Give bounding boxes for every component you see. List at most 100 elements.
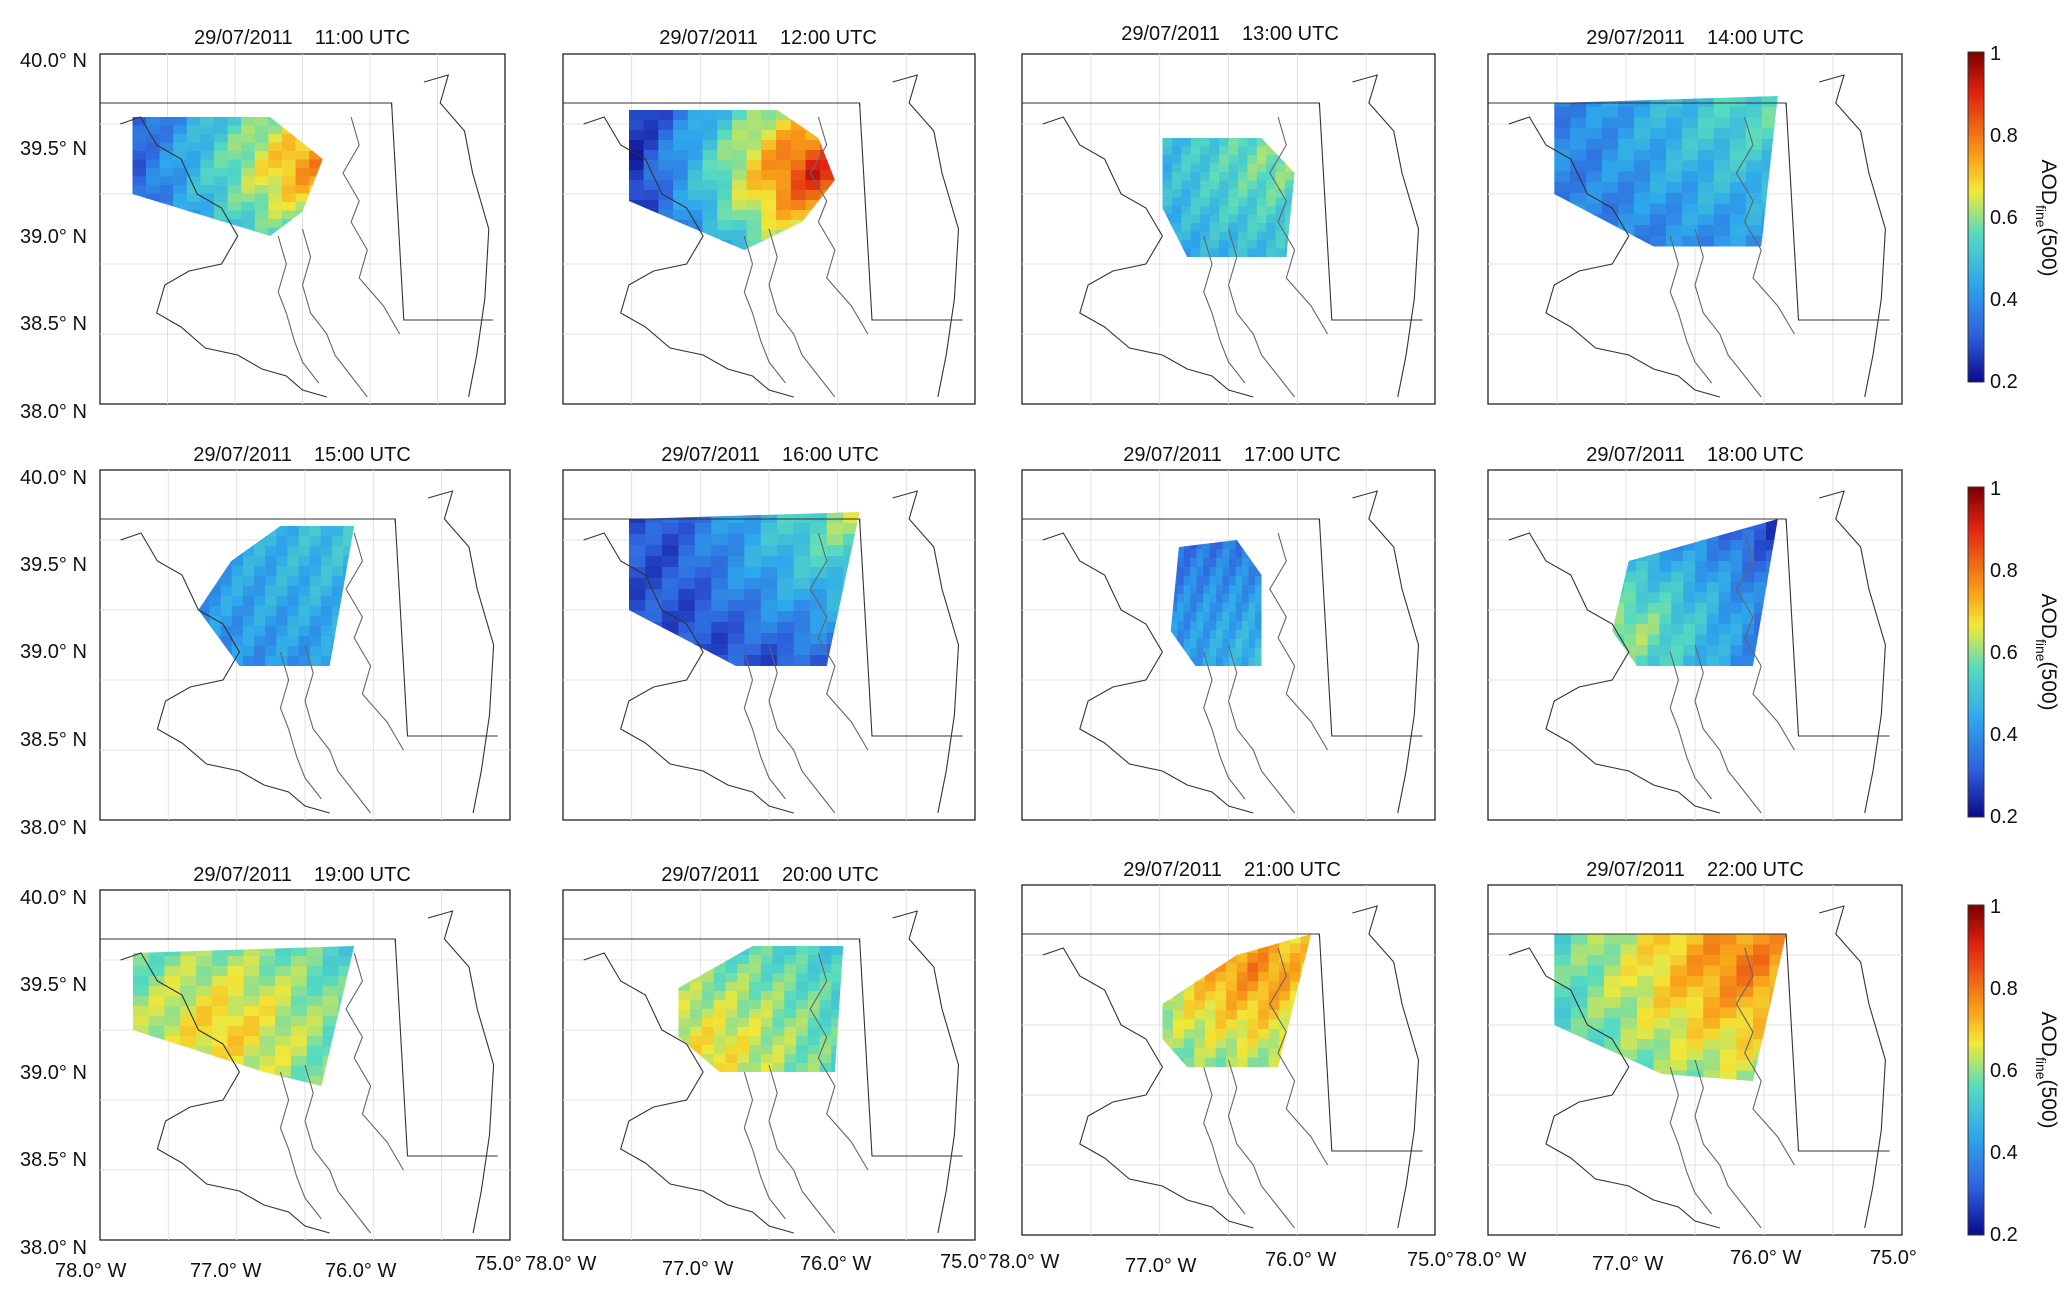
aod-cell bbox=[298, 556, 311, 567]
aod-cell bbox=[198, 546, 211, 557]
aod-cell bbox=[1730, 655, 1744, 666]
aod-cell bbox=[1222, 540, 1231, 550]
aod-cell bbox=[1173, 1019, 1185, 1030]
aod-cell bbox=[1706, 603, 1720, 615]
aod-cell bbox=[343, 536, 355, 547]
aod-cell bbox=[1742, 582, 1756, 594]
aod-cell bbox=[819, 1045, 833, 1055]
aod-cell bbox=[209, 606, 222, 617]
aod-cell bbox=[819, 1000, 833, 1010]
aod-cell bbox=[275, 1016, 292, 1027]
aod-cell bbox=[1279, 962, 1291, 973]
aod-cell bbox=[309, 636, 322, 647]
aod-cell bbox=[1612, 529, 1625, 541]
bay-shore-west bbox=[279, 1071, 322, 1220]
aod-cell bbox=[727, 578, 746, 590]
aod-cell bbox=[1204, 981, 1217, 992]
aod-cell bbox=[731, 180, 748, 191]
colorbar-row1: 1 0.8 0.6 0.4 0.2 AODfine(500) bbox=[1967, 43, 2060, 393]
aod-cell bbox=[148, 1026, 166, 1037]
aod-cell bbox=[254, 125, 270, 135]
aod-cell bbox=[282, 227, 297, 236]
aod-cell bbox=[805, 130, 822, 141]
aod-cell bbox=[1650, 160, 1668, 173]
aod-cell bbox=[1255, 603, 1262, 613]
aod-cell bbox=[843, 655, 860, 666]
aod-cell bbox=[1183, 648, 1192, 658]
aod-cell bbox=[1686, 1049, 1705, 1061]
aod-cell bbox=[1190, 180, 1202, 190]
aod-cell bbox=[1196, 639, 1205, 649]
aod-cell bbox=[132, 193, 147, 203]
aod-cell bbox=[1183, 558, 1192, 568]
aod-cell bbox=[132, 227, 147, 236]
aod-cell bbox=[211, 1026, 229, 1037]
aod-cell bbox=[1162, 981, 1174, 992]
aod-cell bbox=[148, 1076, 166, 1086]
aod-cell bbox=[220, 536, 233, 547]
lon-label-75: 75.0° bbox=[475, 1253, 522, 1275]
aod-cell bbox=[254, 626, 267, 637]
aod-cell bbox=[772, 1018, 786, 1028]
aod-cell bbox=[760, 545, 779, 557]
aod-cell bbox=[1634, 128, 1652, 141]
maps-layer bbox=[100, 54, 1902, 1240]
aod-cell bbox=[295, 168, 311, 178]
aod-cell bbox=[1181, 163, 1192, 173]
aod-cell bbox=[793, 578, 812, 590]
aod-cell bbox=[776, 180, 792, 191]
aod-cell bbox=[1754, 550, 1767, 562]
aod-cell bbox=[1268, 953, 1281, 964]
aod-cell bbox=[1729, 139, 1747, 151]
aod-cell bbox=[746, 130, 763, 141]
aod-cell bbox=[1570, 1070, 1589, 1081]
aod-cell bbox=[1219, 172, 1230, 182]
aod-cell bbox=[1289, 1029, 1302, 1040]
aod-cell bbox=[196, 986, 213, 997]
aod-cell bbox=[1222, 576, 1231, 586]
aod-cell bbox=[268, 219, 283, 229]
aod-cell bbox=[807, 1027, 821, 1037]
aod-cell bbox=[173, 210, 188, 220]
aod-cell bbox=[276, 616, 289, 627]
aod-cell bbox=[790, 110, 807, 121]
aod-cell bbox=[1203, 648, 1211, 658]
aod-cell bbox=[1624, 582, 1637, 594]
aod-cell bbox=[287, 626, 300, 637]
aod-cell bbox=[645, 622, 663, 634]
aod-cell bbox=[760, 567, 779, 579]
aod-cell bbox=[322, 966, 340, 977]
aod-cell bbox=[711, 534, 729, 546]
aod-cell bbox=[1570, 965, 1589, 977]
aod-cell bbox=[746, 120, 763, 131]
aod-cell bbox=[805, 120, 822, 131]
aod-cell bbox=[1285, 214, 1295, 224]
aod-cell bbox=[186, 185, 202, 195]
aod-cell bbox=[343, 656, 355, 666]
aod-cell bbox=[749, 1063, 762, 1072]
map-boundaries bbox=[563, 74, 963, 398]
aod-cell bbox=[673, 130, 689, 141]
aod-cell bbox=[731, 200, 748, 211]
aod-cell bbox=[132, 1056, 150, 1067]
aod-cell bbox=[1204, 1048, 1217, 1059]
aod-cell bbox=[1222, 612, 1231, 622]
aod-cell bbox=[259, 986, 277, 997]
aod-cell bbox=[1194, 1057, 1206, 1067]
aod-cell bbox=[717, 220, 733, 231]
state-border-de bbox=[1785, 518, 1890, 737]
aod-cell bbox=[790, 160, 807, 171]
aod-cell bbox=[1695, 571, 1708, 583]
lat-label-38-5: 38.5° N bbox=[20, 729, 87, 751]
aod-cell bbox=[687, 110, 704, 121]
aod-cell bbox=[132, 185, 147, 195]
aod-cell bbox=[1258, 981, 1270, 992]
aod-cell bbox=[725, 955, 739, 965]
aod-cell bbox=[1683, 634, 1696, 646]
aod-cell bbox=[1659, 592, 1673, 604]
aod-cell bbox=[242, 646, 255, 657]
aod-cell bbox=[1761, 171, 1778, 184]
aod-cell bbox=[776, 120, 792, 131]
aod-cell bbox=[737, 1036, 750, 1046]
aod-cell bbox=[275, 946, 292, 957]
